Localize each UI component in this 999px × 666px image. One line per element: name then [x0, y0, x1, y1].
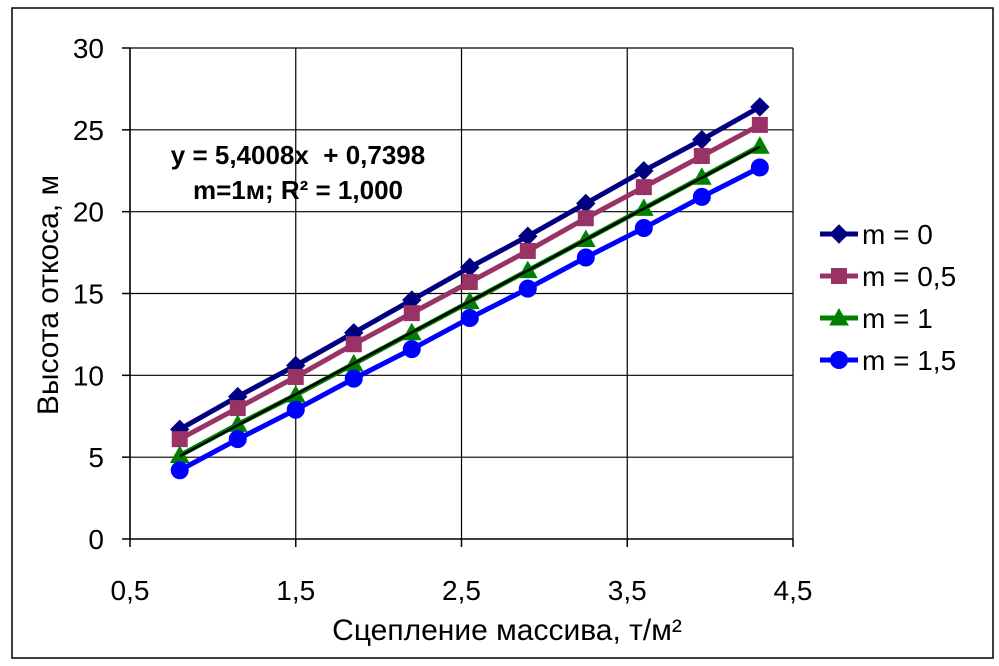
data-point [344, 369, 363, 388]
data-point [287, 368, 304, 385]
x-axis-title: Сцепление массива, т/м² [332, 614, 682, 647]
data-point [403, 305, 420, 322]
legend-label: m = 0,5 [862, 261, 956, 292]
trendline-r-squared: m=1м; R² = 1,000 [193, 175, 403, 205]
data-point [576, 248, 595, 267]
legend-marker [830, 351, 848, 369]
data-point [171, 431, 188, 448]
legend-label: m = 1,5 [862, 345, 956, 376]
data-point [635, 179, 652, 196]
y-tick-label: 0 [88, 524, 104, 555]
y-tick-label: 20 [73, 197, 104, 228]
series-2 [171, 116, 768, 448]
legend-marker [829, 307, 849, 326]
x-tick-label: 2,5 [442, 575, 481, 606]
y-tick-label: 25 [73, 115, 104, 146]
legend-marker [831, 268, 847, 284]
y-axis-title: Высота откоса, м [32, 175, 65, 415]
data-point [460, 309, 479, 328]
data-point [402, 340, 421, 359]
data-point [751, 116, 768, 133]
chart-frame [11, 7, 994, 659]
data-point [461, 274, 478, 291]
y-tick-label: 5 [88, 442, 104, 473]
legend: m = 0 m = 0,5 m = 1 m = 1,5 [820, 219, 956, 376]
x-tick-label: 1,5 [276, 575, 315, 606]
y-tick-label: 15 [73, 279, 104, 310]
data-point [693, 148, 710, 165]
gridlines [130, 47, 794, 539]
data-point [750, 158, 769, 177]
data-point [692, 187, 711, 206]
x-tick-label: 4,5 [774, 575, 813, 606]
legend-label: m = 1 [862, 303, 933, 334]
series-4 [170, 158, 769, 480]
plot-area: 0 5 10 15 20 25 30 0,5 1,5 2,5 3,5 4,5 [73, 33, 813, 606]
data-point [519, 242, 536, 259]
data-point [750, 97, 770, 117]
x-tick-label: 0,5 [111, 575, 150, 606]
legend-item-2: m = 0,5 [820, 261, 956, 292]
legend-item-4: m = 1,5 [820, 345, 956, 376]
legend-item-3: m = 1 [820, 303, 933, 334]
trendline [179, 145, 761, 458]
data-point [577, 210, 594, 227]
y-tick-label: 10 [73, 360, 104, 391]
x-tick-label: 3,5 [608, 575, 647, 606]
data-point [229, 400, 246, 417]
series-1 [170, 97, 770, 440]
legend-label: m = 0 [862, 219, 933, 250]
data-point [518, 279, 537, 298]
trendline-annotation: y = 5,4008x + 0,7398 m=1м; R² = 1,000 [171, 140, 425, 205]
legend-item-1: m = 0 [820, 219, 933, 250]
y-tick-label: 30 [73, 33, 104, 64]
data-point [170, 461, 189, 480]
legend-marker [829, 224, 849, 244]
data-point [286, 400, 305, 419]
data-point [634, 219, 653, 238]
data-point [228, 430, 247, 449]
data-point [345, 336, 362, 353]
trendline-equation: y = 5,4008x + 0,7398 [171, 140, 425, 170]
